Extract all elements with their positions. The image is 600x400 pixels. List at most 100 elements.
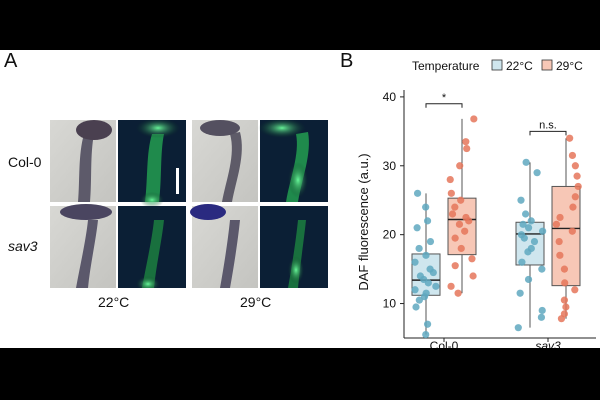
data-point-29c-sav3 — [568, 227, 576, 235]
data-point-29c-col0 — [463, 144, 471, 153]
data-point-22c-col0 — [413, 189, 422, 197]
data-point-22c-sav3 — [514, 324, 522, 332]
y-axis-label: DAF fluorescence (a.u.) — [356, 153, 371, 290]
data-point-22c-col0 — [422, 330, 430, 339]
row-label-col0: Col-0 — [8, 154, 42, 170]
data-point-29c-col0 — [456, 162, 464, 170]
data-point-29c-col0 — [462, 213, 470, 222]
data-point-29c-col0 — [446, 175, 454, 184]
significance-label: * — [442, 92, 447, 104]
data-point-29c-sav3 — [571, 286, 579, 294]
data-point-22c-col0 — [422, 289, 430, 297]
data-point-22c-col0 — [426, 237, 435, 246]
data-point-29c-sav3 — [571, 193, 579, 201]
data-point-29c-col0 — [457, 196, 465, 204]
legend-label-29c: 29°C — [556, 59, 583, 73]
data-point-29c-col0 — [470, 115, 478, 123]
data-point-29c-sav3 — [555, 237, 563, 246]
data-point-22c-col0 — [423, 217, 432, 225]
data-points — [411, 115, 582, 339]
data-point-22c-col0 — [416, 272, 424, 280]
data-point-22c-col0 — [415, 244, 423, 253]
data-point-29c-sav3 — [568, 151, 577, 160]
x-tick-label-col0: Col-0 — [430, 339, 459, 348]
significance-label: n.s. — [539, 119, 557, 131]
x-tick-label-sav3: sav3 — [535, 339, 561, 348]
boxplot-chart: Temperature 22°C 29°C DAF fluorescence (… — [356, 59, 596, 348]
row-label-sav3: sav3 — [8, 238, 38, 254]
legend-swatch-22c — [491, 59, 503, 71]
data-point-29c-sav3 — [552, 220, 561, 228]
data-point-22c-sav3 — [517, 231, 526, 239]
data-point-29c-col0 — [457, 244, 465, 253]
data-point-22c-sav3 — [527, 244, 535, 253]
data-point-29c-sav3 — [560, 296, 569, 304]
seedling-micrograph-grid — [50, 120, 328, 288]
data-point-29c-col0 — [454, 289, 462, 297]
data-point-29c-sav3 — [560, 265, 569, 273]
data-point-22c-sav3 — [530, 237, 539, 246]
micrograph-sav3-22c-fluorescence — [118, 206, 186, 288]
y-tick-label: 10 — [383, 297, 397, 311]
data-point-29c-col0 — [447, 282, 455, 290]
data-point-22c-col0 — [412, 303, 420, 311]
legend-label-22c: 22°C — [506, 59, 533, 73]
legend-title: Temperature — [412, 59, 480, 73]
data-point-29c-col0 — [448, 210, 457, 218]
data-point-22c-col0 — [422, 251, 430, 259]
data-point-22c-sav3 — [538, 265, 546, 273]
significance-bracket — [529, 130, 567, 136]
data-point-22c-sav3 — [524, 275, 533, 284]
legend-swatch-29c — [541, 59, 553, 71]
micrograph-col0-22c-brightfield — [50, 120, 116, 202]
data-point-22c-col0 — [432, 282, 440, 290]
data-point-29c-sav3 — [571, 162, 579, 170]
data-point-22c-col0 — [415, 296, 423, 304]
data-point-22c-sav3 — [522, 158, 530, 166]
data-point-29c-sav3 — [574, 182, 582, 191]
data-point-22c-col0 — [411, 286, 419, 294]
data-point-22c-col0 — [413, 224, 421, 232]
y-tick-label: 40 — [383, 90, 397, 104]
micrograph-col0-22c-fluorescence — [118, 120, 186, 208]
significance-annotations: * n.s. — [425, 92, 567, 136]
column-label-22c: 22°C — [98, 294, 130, 310]
data-point-29c-sav3 — [566, 134, 574, 142]
y-ticks: 10 20 30 40 — [383, 90, 549, 342]
data-point-29c-sav3 — [556, 251, 564, 259]
data-point-29c-sav3 — [573, 172, 581, 180]
micrograph-sav3-29c-brightfield — [190, 204, 258, 288]
chart-legend: Temperature 22°C 29°C — [412, 59, 583, 73]
column-label-29c: 29°C — [240, 294, 272, 310]
micrograph-sav3-29c-fluorescence — [260, 206, 328, 288]
data-point-29c-sav3 — [569, 203, 577, 211]
data-point-22c-sav3 — [538, 306, 546, 315]
data-point-22c-sav3 — [519, 220, 527, 228]
micrograph-sav3-22c-brightfield — [50, 204, 116, 288]
data-point-22c-sav3 — [524, 224, 533, 232]
data-point-22c-sav3 — [539, 227, 547, 235]
data-point-22c-col0 — [411, 258, 419, 266]
data-point-29c-sav3 — [562, 303, 570, 311]
data-point-29c-col0 — [462, 138, 470, 146]
data-point-22c-col0 — [423, 320, 432, 328]
data-point-29c-col0 — [451, 234, 459, 242]
data-point-22c-sav3 — [518, 258, 526, 266]
y-tick-label: 30 — [383, 159, 397, 173]
data-point-29c-col0 — [461, 227, 469, 235]
data-point-22c-sav3 — [537, 313, 546, 321]
micrograph-col0-29c-brightfield — [192, 120, 258, 202]
significance-bracket — [425, 103, 463, 108]
panel-a-label: A — [4, 50, 18, 72]
data-point-29c-col0 — [447, 189, 455, 197]
data-point-22c-col0 — [426, 265, 434, 273]
data-point-29c-col0 — [451, 203, 459, 211]
panel-b-label: B — [340, 50, 354, 72]
data-point-29c-col0 — [469, 272, 477, 280]
data-point-29c-col0 — [451, 262, 459, 270]
data-point-22c-sav3 — [516, 289, 524, 297]
data-point-22c-sav3 — [533, 169, 541, 177]
data-point-22c-sav3 — [521, 210, 530, 218]
data-point-29c-col0 — [468, 255, 476, 263]
